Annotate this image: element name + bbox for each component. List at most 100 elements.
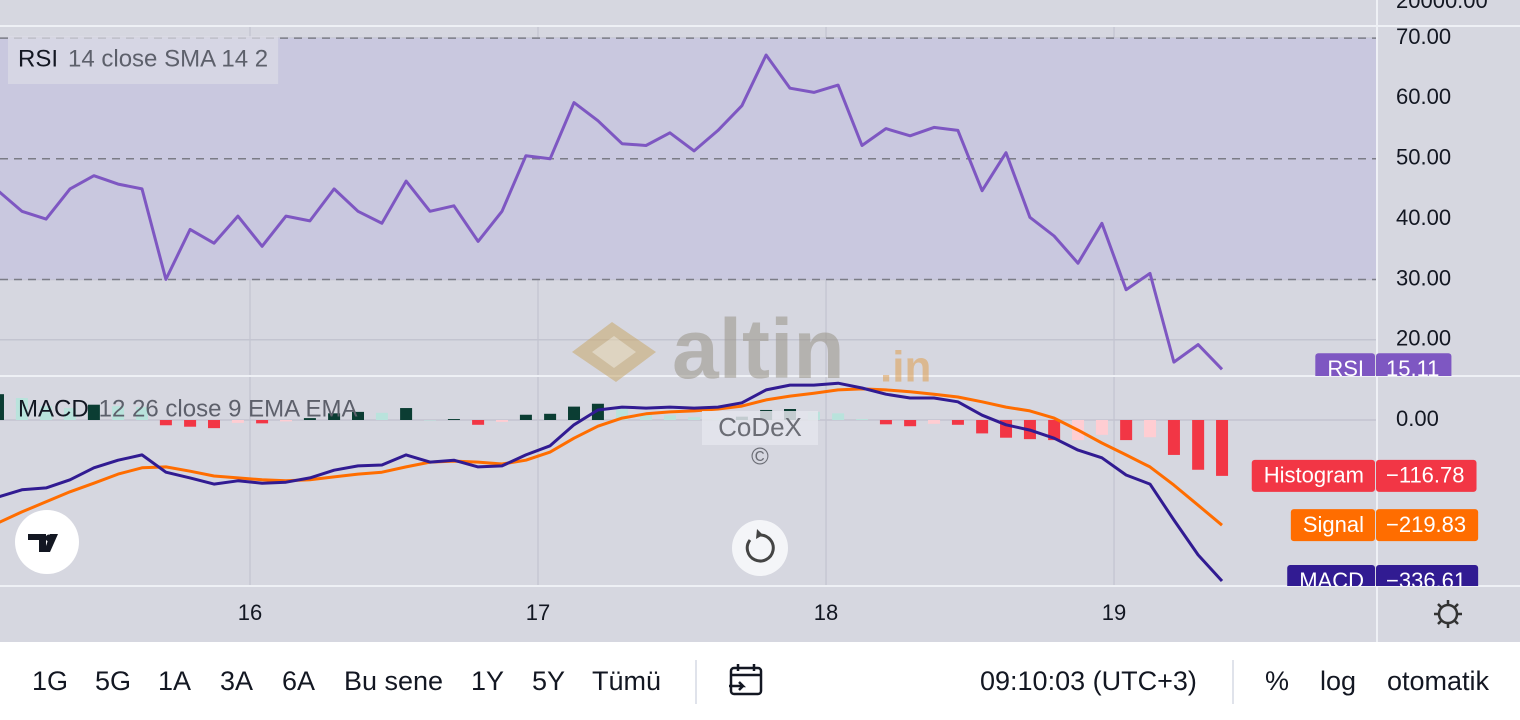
reset-icon: [756, 529, 763, 539]
separator: [1232, 660, 1234, 704]
y-tick-label: 0.00: [1396, 406, 1439, 431]
watermark-brand: altin: [672, 302, 845, 396]
price-axis-label: 20000.00: [1396, 0, 1488, 13]
range-button[interactable]: Bu sene: [344, 666, 444, 696]
tag-box: [1287, 565, 1375, 586]
range-button[interactable]: Tümü: [592, 666, 662, 696]
y-tick-label: 60.00: [1396, 84, 1451, 109]
tag-value: −116.78: [1386, 463, 1465, 488]
option-button[interactable]: log: [1320, 666, 1357, 696]
rsi-line: [0, 53, 1224, 371]
range-button[interactable]: 1Y: [471, 666, 505, 696]
macd-line: [0, 387, 1223, 527]
histogram-bar: [256, 420, 269, 424]
histogram-bar: [447, 419, 460, 421]
separator: [695, 660, 697, 704]
histogram-bar: [688, 417, 701, 421]
x-tick-label: 16: [238, 600, 262, 625]
price-tags: 15.11 RSI −116.78 Histogram −219.83 Signal −33…: [1251, 353, 1479, 593]
histogram-bar: [568, 406, 581, 421]
histogram-bar: [0, 394, 4, 421]
reset-icon: [745, 533, 775, 563]
histogram-bar: [159, 420, 172, 426]
histogram-bar: [207, 420, 220, 429]
histogram-bar: [544, 413, 557, 421]
watermark: altin .in: [572, 302, 931, 396]
toolbar: 1G 5G 1A 3A 6A Bu sene 1Y 5Y Tümü 09:10:…: [0, 642, 1520, 720]
watermark-author: CoDeX: [718, 412, 802, 442]
option-button[interactable]: %: [1265, 666, 1290, 696]
legend-subtitle: 12 26 close 9 EMA EMA: [99, 395, 358, 422]
range-button[interactable]: 3A: [220, 666, 254, 696]
histogram-bar: [400, 408, 413, 421]
price-tag: 15.11 RSI: [1315, 353, 1452, 381]
range-button[interactable]: 1A: [158, 666, 192, 696]
legend-title: MACD: [18, 395, 89, 422]
tag-value: 15.11: [1386, 356, 1439, 381]
tag-value: −219.83: [1386, 512, 1466, 537]
histogram-bar: [328, 413, 341, 421]
chart: 20000.00 altin .in CoDeX © RSI 14 close S…: [0, 0, 1520, 642]
histogram-bar: [1120, 420, 1133, 441]
tag-name: RSI: [1327, 356, 1364, 381]
watermark-suffix: .in: [880, 343, 931, 392]
histogram-bar: [640, 414, 653, 421]
histogram-bar: [1048, 420, 1061, 441]
settings-icon: [1434, 600, 1462, 628]
histogram-bar: [904, 420, 917, 427]
range-button[interactable]: 6A: [282, 666, 316, 696]
y-tick-label: 70.00: [1396, 24, 1451, 49]
histogram-bar: [184, 420, 197, 427]
date-picker-button[interactable]: [727, 662, 767, 702]
histogram-bar: [519, 414, 532, 421]
histogram-bar: [856, 419, 869, 421]
calendar-icon: [729, 664, 761, 691]
y-tick-label: 30.00: [1396, 265, 1451, 290]
option-button[interactable]: otomatik: [1387, 666, 1490, 696]
logo-icon: [45, 534, 53, 542]
tag-name: MACD: [1299, 568, 1364, 593]
watermark-mark: ©: [751, 443, 769, 470]
histogram-bar: [832, 413, 845, 421]
histogram-bar: [40, 406, 53, 421]
macd-line: [0, 381, 1224, 583]
legends: RSI 14 close SMA 14 2 MACD 12 26 close 9 EM…: [8, 36, 357, 422]
price-tag: −219.83 Signal: [1290, 509, 1479, 542]
y-tick-label: 40.00: [1396, 205, 1451, 230]
histogram-bar: [303, 418, 316, 421]
tag-box: [1290, 509, 1375, 542]
histogram-bar: [87, 404, 100, 421]
histogram-bar: [472, 420, 485, 425]
x-tick-label: 17: [526, 600, 550, 625]
tag-box: [1251, 459, 1375, 492]
legend-title: RSI: [18, 45, 58, 72]
histogram-bar: [1144, 420, 1157, 438]
histogram-bar: [663, 415, 676, 421]
x-tick-label: 18: [814, 600, 838, 625]
tag-value: −336.61: [1386, 568, 1466, 593]
price-tag: −336.61 MACD: [1287, 565, 1479, 593]
histogram-bar: [231, 420, 244, 423]
reset-button[interactable]: [732, 520, 788, 576]
histogram-bar: [1216, 420, 1229, 476]
histogram-bar: [352, 411, 365, 421]
histogram-bar: [496, 420, 509, 422]
histogram-bar: [63, 408, 76, 421]
tag-box: [1376, 565, 1479, 586]
legend-subtitle: 14 close SMA 14 2: [68, 45, 268, 72]
histogram-bar: [1095, 420, 1108, 435]
tag-box: [1315, 353, 1375, 376]
histogram-bar: [135, 407, 148, 421]
histogram-bar: [1192, 420, 1205, 470]
y-tick-label: 50.00: [1396, 145, 1451, 170]
x-tick-label: 19: [1102, 600, 1126, 625]
logo-button[interactable]: [15, 510, 79, 574]
clock[interactable]: 09:10:03 (UTC+3): [980, 666, 1197, 696]
range-button[interactable]: 5G: [95, 666, 132, 696]
calendar-icon: [729, 666, 763, 696]
range-button[interactable]: 5Y: [532, 666, 566, 696]
histogram-bar: [112, 406, 125, 421]
histogram-bar: [591, 403, 604, 421]
range-button[interactable]: 1G: [32, 666, 69, 696]
